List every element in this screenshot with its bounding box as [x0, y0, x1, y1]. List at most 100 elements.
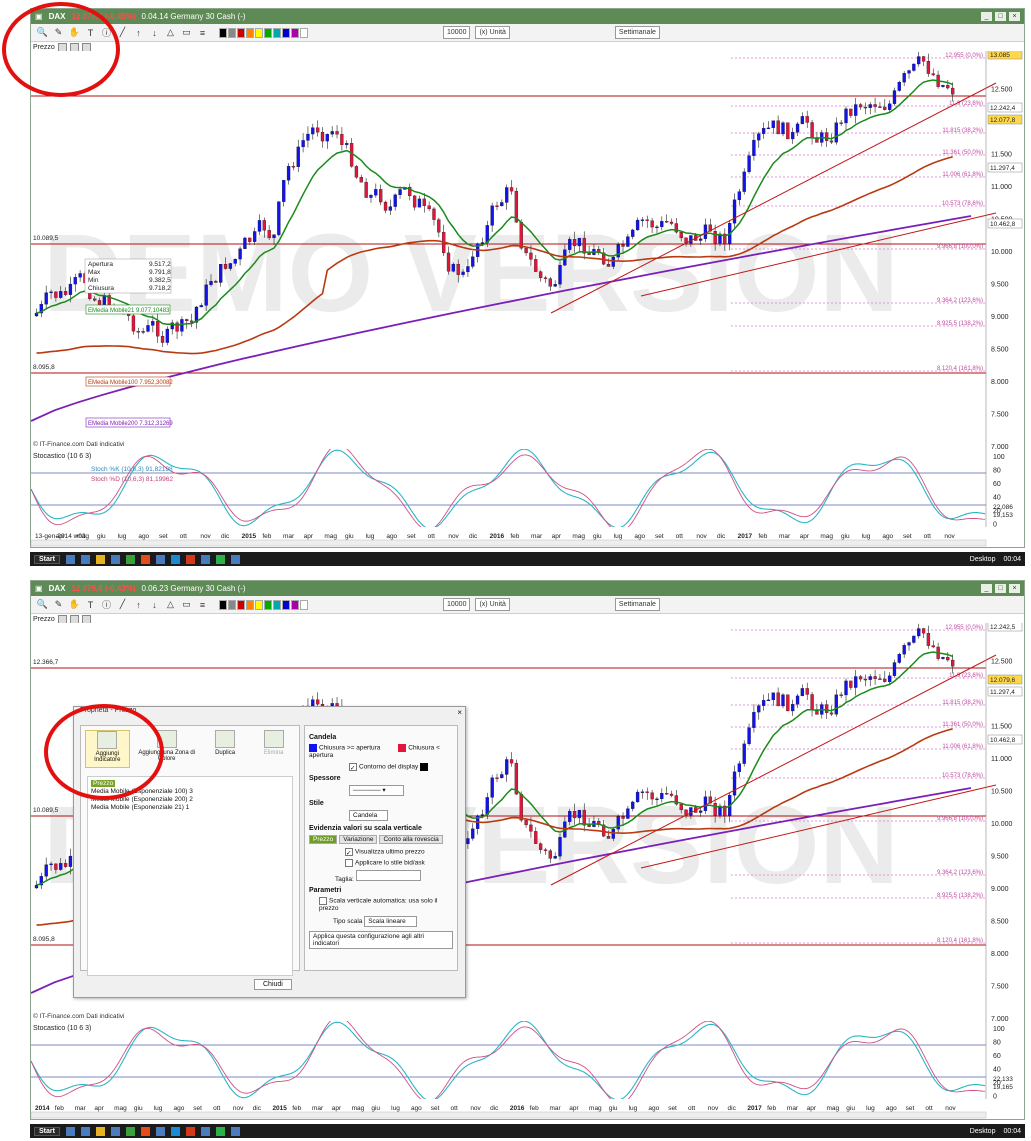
- desktop-label: Desktop: [969, 555, 996, 563]
- maximize-button[interactable]: □: [995, 12, 1006, 21]
- month-label: set: [668, 1105, 677, 1112]
- month-label: lug: [866, 1105, 875, 1112]
- bidask-checkbox[interactable]: [345, 859, 353, 867]
- auto-scale-checkbox[interactable]: [319, 897, 327, 905]
- price-chart[interactable]: DEMO VERSION 12.955 (0,0%) 11.9 (23,6%) 11.…: [31, 51, 1024, 451]
- apply-all-button[interactable]: Applica questa configurazione agli altri…: [309, 931, 453, 949]
- color-palette[interactable]: [219, 27, 308, 38]
- candle-body: [180, 319, 184, 332]
- stochastic-plot[interactable]: 100 80 60 40 20 0 Stocastico (10 6 3)Stoch %K …: [31, 449, 1024, 529]
- arrow-down-icon[interactable]: ↓: [152, 599, 157, 610]
- fib-label: 8.120,4 (161,8%): [937, 366, 983, 372]
- arrow-down-icon[interactable]: ↓: [152, 27, 157, 38]
- candle-body: [946, 85, 950, 89]
- triangle-icon[interactable]: △: [167, 27, 174, 37]
- rect-icon[interactable]: ▭: [182, 599, 191, 609]
- text-icon[interactable]: T: [87, 599, 94, 610]
- month-label: lug: [391, 1105, 400, 1112]
- ema200-line: [31, 215, 972, 422]
- unit-select[interactable]: (x) Unità: [475, 598, 510, 611]
- close-button[interactable]: ×: [1009, 584, 1020, 593]
- stoch-tag: 19,153: [993, 512, 1013, 519]
- tab-variazione[interactable]: Variazione: [339, 835, 378, 844]
- candle-body: [577, 809, 582, 818]
- candle-body: [131, 315, 136, 332]
- up-color-swatch[interactable]: [309, 744, 317, 752]
- candle-body: [267, 230, 271, 239]
- color-palette[interactable]: [219, 599, 308, 610]
- line-icon[interactable]: ╱: [119, 27, 126, 37]
- candle-body: [892, 90, 897, 104]
- thickness-select[interactable]: ────── ▾: [349, 785, 404, 796]
- candle-body: [815, 709, 819, 715]
- arrow-up-icon[interactable]: ↑: [136, 27, 141, 38]
- arrow-up-icon[interactable]: ↑: [136, 599, 141, 610]
- info-icon[interactable]: ⓘ: [101, 600, 111, 610]
- stoch-d-line: [31, 1021, 986, 1101]
- tab-prezzo[interactable]: Prezzo: [309, 835, 338, 844]
- style-select[interactable]: Candela: [349, 810, 389, 821]
- unit-select[interactable]: (x) Unità: [475, 26, 510, 39]
- tree-item[interactable]: Media Mobile (Esponenziale 200) 2: [91, 796, 193, 803]
- close-dialog-button[interactable]: Chiudi: [254, 979, 292, 990]
- y-tick-label: 11.000: [991, 756, 1012, 763]
- duplicate-button[interactable]: Duplica: [204, 730, 247, 768]
- triangle-icon[interactable]: △: [167, 599, 174, 609]
- delete-button[interactable]: Elimina: [252, 730, 295, 768]
- candle-body: [844, 108, 848, 124]
- start-button[interactable]: Start: [34, 554, 60, 564]
- period-select[interactable]: Settimanale: [614, 598, 660, 611]
- show-last-checkbox[interactable]: ✓: [345, 848, 353, 857]
- maximize-button[interactable]: □: [995, 584, 1006, 593]
- dialog-close-icon[interactable]: ×: [457, 708, 462, 717]
- zoom-icon[interactable]: 🔍: [36, 599, 49, 609]
- price-plot[interactable]: DEMO VERSION 12.955 (0,0%) 11.9 (23,6%) 11.…: [31, 51, 1024, 451]
- fib-icon[interactable]: ≡: [199, 599, 206, 610]
- stochastic-panel[interactable]: 100 80 60 40 20 0 Stocastico (10 6 3) Stoch %K …: [31, 449, 1024, 529]
- candle-body: [834, 122, 838, 143]
- month-label: dic: [728, 1105, 737, 1112]
- y-tick-label: 11.000: [991, 184, 1012, 191]
- contour-checkbox[interactable]: ✓: [349, 763, 357, 772]
- scale-type-select[interactable]: Scala lineare: [364, 916, 417, 927]
- close-button[interactable]: ×: [1009, 12, 1020, 21]
- month-label: giu: [846, 1105, 855, 1112]
- minimize-button[interactable]: _: [981, 12, 992, 21]
- stoch-tag: 22,133: [993, 1076, 1013, 1083]
- line-icon[interactable]: ╱: [119, 599, 126, 609]
- quantity-field[interactable]: 10000: [443, 26, 471, 39]
- minimize-button[interactable]: _: [981, 584, 992, 593]
- candle-body: [529, 824, 533, 832]
- candle-body: [495, 205, 499, 207]
- contour-swatch[interactable]: [420, 763, 429, 771]
- candle-body: [786, 694, 790, 712]
- tree-item[interactable]: Media Mobile (Esponenziale 100) 3: [91, 788, 193, 795]
- evidenzia-heading: Evidenzia valori su scala verticale: [309, 825, 422, 832]
- candle-body: [548, 850, 552, 859]
- stochastic-plot[interactable]: 100 80 60 40 20 0 Stocastico (10 6 3) 22,13319,…: [31, 1021, 1024, 1101]
- stochastic-panel[interactable]: 100 80 60 40 20 0 Stocastico (10 6 3) 22,133 19,…: [31, 1021, 1024, 1101]
- tree-item[interactable]: Media Mobile (Esponenziale 21) 1: [91, 804, 190, 811]
- rect-icon[interactable]: ▭: [182, 27, 191, 37]
- fib-icon[interactable]: ≡: [199, 27, 206, 38]
- candle-body: [800, 116, 805, 125]
- hand-icon[interactable]: ✋: [68, 599, 81, 609]
- candle-body: [626, 808, 630, 819]
- candle-body: [742, 171, 746, 192]
- price-tag-box: [987, 162, 1023, 173]
- annotation-circle: [44, 704, 164, 800]
- start-button[interactable]: Start: [34, 1126, 60, 1136]
- period-select[interactable]: Settimanale: [614, 26, 660, 39]
- month-label: lug: [118, 533, 127, 540]
- price-tag: 10.462,8: [990, 737, 1016, 744]
- down-color-swatch[interactable]: [398, 744, 407, 752]
- candle-body: [883, 106, 887, 110]
- pencil-icon[interactable]: ✎: [54, 599, 63, 609]
- tab-countdown[interactable]: Conto alla rovescia: [379, 835, 443, 844]
- candle-body: [471, 256, 475, 267]
- desktop-label: Desktop: [969, 1127, 996, 1135]
- size-slider[interactable]: [355, 870, 421, 881]
- quantity-field[interactable]: 10000: [443, 598, 471, 611]
- candle-body: [534, 831, 538, 844]
